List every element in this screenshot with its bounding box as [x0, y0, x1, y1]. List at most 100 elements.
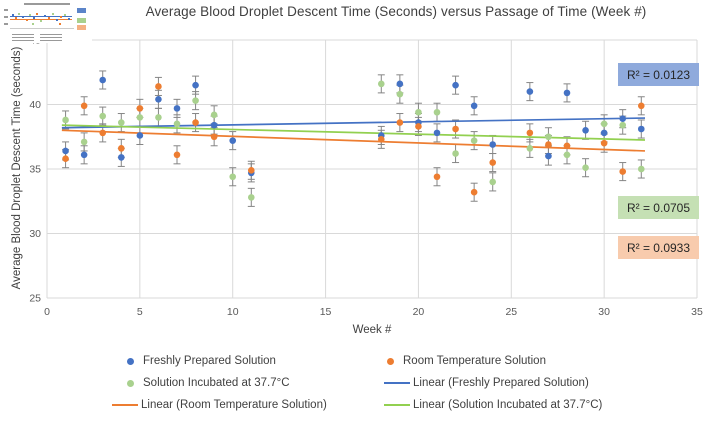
thumbnail-pixel-art — [40, 34, 62, 35]
data-point — [99, 76, 107, 84]
mini-chart-thumbnail — [2, 1, 92, 43]
thumbnail-pixel-art — [12, 37, 34, 38]
thumbnail-pixel-art — [4, 16, 8, 18]
data-point — [247, 166, 255, 174]
thumbnail-pixel-art — [29, 14, 31, 16]
thumbnail-pixel-art — [36, 13, 38, 15]
data-point — [563, 89, 571, 97]
thumbnail-pixel-art — [22, 16, 24, 18]
thumbnail-pixel-art — [24, 3, 70, 5]
legend-item-room-temperature: Room Temperature Solution — [387, 354, 546, 368]
thumbnail-pixel-art — [40, 20, 42, 22]
data-point — [80, 102, 88, 110]
thumbnail-pixel-art — [15, 17, 17, 19]
data-point — [526, 145, 534, 152]
legend-marker-icon — [127, 357, 134, 365]
data-point — [489, 178, 497, 186]
data-point — [117, 119, 125, 126]
x-tick-label: 35 — [691, 306, 703, 318]
data-point — [582, 164, 589, 172]
data-point — [247, 194, 255, 201]
y-tick-label: 30 — [29, 228, 41, 240]
data-point — [489, 141, 497, 148]
data-point — [470, 137, 478, 144]
thumbnail-pixel-art — [59, 23, 61, 25]
x-axis-title: Week # — [352, 324, 392, 336]
x-tick-label: 10 — [227, 306, 239, 318]
data-point — [415, 108, 422, 116]
thumbnail-pixel-art — [12, 14, 14, 16]
thumbnail-pixel-art — [32, 23, 34, 25]
data-point — [619, 115, 627, 122]
data-point — [62, 155, 69, 162]
thumbnail-pixel-art — [68, 18, 70, 20]
legend-label: Room Temperature Solution — [403, 355, 546, 367]
thumbnail-pixel-art — [4, 9, 8, 11]
thumbnail-pixel-art — [12, 40, 34, 41]
y-tick-label: 35 — [29, 164, 41, 176]
data-point — [62, 147, 69, 155]
data-point — [99, 129, 107, 137]
data-point — [600, 139, 608, 147]
data-point — [452, 150, 459, 157]
data-point — [563, 151, 571, 159]
thumbnail-pixel-art — [56, 19, 58, 21]
legend-label: Linear (Freshly Prepared Solution) — [413, 377, 589, 389]
data-point — [155, 83, 162, 90]
data-point — [619, 121, 627, 129]
data-point — [415, 123, 422, 130]
data-point — [229, 137, 237, 144]
data-point — [433, 108, 441, 116]
x-tick-label: 25 — [505, 306, 517, 318]
plot-area: 051015202530352530354045 — [29, 35, 703, 319]
data-point — [396, 119, 404, 126]
data-point — [433, 173, 441, 181]
data-point — [637, 125, 645, 133]
data-point — [229, 173, 237, 181]
data-point — [192, 81, 199, 89]
thumbnail-pixel-art — [60, 16, 62, 18]
r2-label-incubated: R² = 0.0705 — [618, 196, 699, 219]
data-point — [80, 151, 88, 159]
thumbnail-pixel-art — [18, 13, 20, 15]
data-point — [192, 97, 199, 104]
chart-title: Average Blood Droplet Descent Time (Seco… — [145, 4, 647, 19]
thumbnail-pixel-art — [10, 16, 72, 17]
thumbnail-pixel-art — [77, 8, 86, 13]
trendline — [61, 117, 646, 129]
data-point — [433, 129, 441, 137]
legend-item-linear-room-temperature: Linear (Room Temperature Solution) — [112, 398, 327, 412]
data-point — [452, 81, 459, 89]
r2-label-room-temperature: R² = 0.0933 — [618, 236, 699, 259]
legend-marker-icon — [387, 357, 394, 365]
data-point — [377, 80, 385, 88]
data-point — [155, 114, 162, 121]
data-point — [545, 152, 552, 160]
data-point — [526, 129, 534, 137]
data-point — [637, 165, 645, 173]
data-point — [619, 168, 627, 175]
data-point — [210, 121, 218, 129]
legend-marker-icon — [127, 379, 134, 387]
data-point — [136, 132, 144, 139]
legend-line-icon — [384, 382, 410, 384]
thumbnail-pixel-art — [4, 23, 8, 25]
data-point — [155, 96, 162, 103]
data-point — [600, 120, 608, 128]
data-point — [396, 90, 404, 98]
data-point — [452, 125, 459, 133]
data-point — [637, 102, 645, 110]
thumbnail-pixel-art — [40, 37, 62, 38]
data-point — [489, 159, 497, 166]
data-point — [80, 138, 88, 146]
legend-label: Linear (Room Temperature Solution) — [141, 399, 327, 411]
data-point — [210, 133, 218, 141]
data-point — [136, 114, 144, 121]
data-point — [526, 88, 534, 95]
thumbnail-pixel-art — [52, 13, 54, 15]
thumbnail-pixel-art — [64, 14, 66, 16]
data-point — [470, 188, 478, 196]
thumbnail-pixel-art — [10, 28, 74, 29]
data-point — [396, 80, 404, 88]
